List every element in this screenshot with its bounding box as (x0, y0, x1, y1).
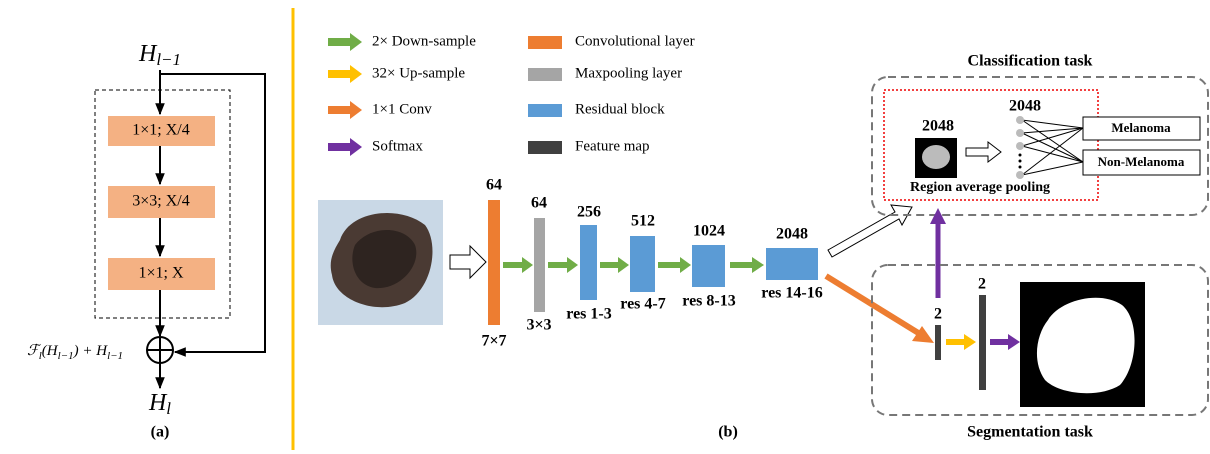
block-label: 1×1; X/4 (132, 122, 189, 139)
arrow (730, 257, 764, 273)
channel-label: 256 (577, 204, 601, 221)
caption: (b) (718, 424, 738, 441)
legend-arrow (328, 138, 362, 156)
arrow (658, 257, 691, 273)
shape: ) + H (73, 343, 109, 359)
layer-label: res 1-3 (566, 306, 611, 323)
arrow (548, 257, 578, 273)
shape: l−1 (156, 50, 181, 69)
upsample-arrow (946, 334, 976, 350)
panel-a: Hl−1 1×1; X/4 3×3; X/4 1×1; X ℱl(Hl−1) +… (27, 41, 265, 441)
block-label: 3×3; X/4 (132, 193, 189, 210)
shape (1016, 116, 1024, 124)
layer-label: res 4-7 (620, 296, 665, 313)
classification: Classification task 2048 Region average … (872, 53, 1208, 215)
legend-label: Residual block (575, 101, 665, 117)
channel-label: 2048 (776, 226, 808, 243)
pooled-region (922, 145, 950, 169)
shape (1016, 171, 1024, 179)
legend-label: Maxpooling layer (575, 65, 682, 81)
shape (1016, 142, 1024, 150)
legend-swatch (528, 68, 562, 81)
layer-label: 7×7 (481, 333, 506, 350)
class-label: Melanoma (1111, 120, 1171, 135)
legend-swatch (528, 104, 562, 117)
legend-swatch (528, 141, 562, 154)
channel-label: 512 (631, 213, 655, 230)
arrow (600, 257, 629, 273)
legend: 2× Down-sample 32× Up-sample 1×1 Conv So… (328, 33, 695, 156)
hollow-arrow (828, 205, 912, 257)
residual-block (766, 248, 818, 280)
legend-label: 1×1 Conv (372, 101, 432, 117)
feature-map (935, 325, 941, 360)
arrow (503, 257, 533, 273)
hollow-arrow (450, 246, 486, 278)
residual-block (630, 236, 655, 292)
class-label: Non-Melanoma (1098, 154, 1185, 169)
legend-arrow (328, 65, 362, 83)
shape: (H (42, 343, 59, 359)
layer-label: 3×3 (526, 317, 551, 334)
channel-label: 2048 (922, 118, 954, 135)
connection (1022, 128, 1083, 175)
legend-label: Convolutional layer (575, 33, 695, 49)
legend-arrow (328, 33, 362, 51)
shape (1016, 129, 1024, 137)
shape (1019, 166, 1022, 169)
channel-label: 64 (531, 195, 547, 212)
residual-block (580, 225, 597, 300)
block-label: 1×1; X (138, 265, 183, 282)
legend-label: Feature map (575, 138, 650, 154)
legend-label: 2× Down-sample (372, 33, 476, 49)
channel-label: 2048 (1009, 98, 1041, 115)
hollow-arrow (966, 142, 1001, 162)
ellipsis (1019, 154, 1022, 169)
legend-label: Softmax (372, 138, 423, 154)
page: Hl−1 1×1; X/4 3×3; X/4 1×1; X ℱl(Hl−1) +… (0, 0, 1210, 454)
output-label: Hl (148, 390, 171, 418)
maxpool-layer (534, 218, 545, 312)
task-title: Segmentation task (967, 424, 1093, 441)
softmax-arrow (990, 334, 1020, 350)
layer-label: res 14-16 (761, 285, 822, 302)
shape: H (138, 41, 158, 67)
figure: Hl−1 1×1; X/4 3×3; X/4 1×1; X ℱl(Hl−1) +… (0, 0, 1210, 454)
shape: l−1 (58, 350, 74, 362)
shape: l (166, 399, 171, 418)
legend-label: 32× Up-sample (372, 65, 465, 81)
channel-label: 2 (934, 306, 942, 323)
input-image (318, 200, 443, 325)
input-label: Hl−1 (138, 41, 181, 69)
fc-nodes (1016, 116, 1024, 179)
legend-swatch (528, 36, 562, 49)
channel-label: 64 (486, 177, 502, 194)
panel-b: 2× Down-sample 32× Up-sample 1×1 Conv So… (318, 33, 1208, 441)
channel-label: 1024 (693, 223, 725, 240)
pool-label: Region average pooling (910, 180, 1050, 195)
channel-label: 2 (978, 276, 986, 293)
shape (1019, 154, 1022, 157)
residual-block (692, 245, 725, 287)
conv-layer (488, 200, 500, 325)
feature-map (979, 295, 986, 390)
fc-connections (1022, 120, 1083, 175)
segmentation: Segmentation task 2 2 (872, 265, 1208, 441)
shape (1019, 160, 1022, 163)
connection (1022, 146, 1083, 162)
shape: H (148, 390, 168, 416)
shape: l−1 (107, 350, 123, 362)
task-title: Classification task (968, 53, 1093, 70)
layer-label: res 8-13 (682, 293, 735, 310)
caption: (a) (151, 424, 170, 441)
legend-arrow (328, 101, 362, 119)
formula: ℱl(Hl−1) + Hl−1 (27, 343, 123, 361)
